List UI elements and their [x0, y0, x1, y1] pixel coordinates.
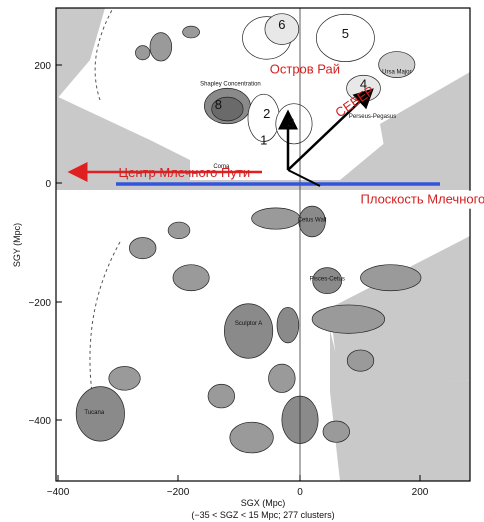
- contour-blob: [276, 306, 300, 344]
- contour-blob: [108, 366, 141, 391]
- galactic-plane-arrow: [287, 169, 321, 187]
- region-number: 2: [263, 106, 270, 121]
- y-tick-label-1: 200: [34, 61, 51, 72]
- contour-blob: [229, 421, 274, 454]
- region-number: 5: [342, 26, 349, 41]
- x-tick-label-2: −200: [167, 487, 190, 498]
- annotation-label: Плоскость Млечного Пути: [361, 192, 484, 207]
- y-tick-label-4: −400: [28, 416, 51, 427]
- contour-blob: [360, 264, 422, 292]
- contour-blob: [149, 32, 173, 62]
- zone-of-avoidance-lower-wedge: [330, 380, 470, 481]
- supercluster-label: Shapley Concentration: [200, 81, 261, 87]
- contour-blob: [182, 25, 200, 39]
- chart-caption: (−35 < SGZ < 15 Mpc; 277 clusters): [191, 510, 334, 520]
- y-tick-label-2: 0: [45, 179, 51, 190]
- contour-blob: [211, 96, 244, 122]
- region-number: 3: [287, 115, 294, 130]
- plot-area: [56, 8, 470, 481]
- y-tick-label-3: −200: [28, 298, 51, 309]
- x-tick-label-4: 200: [412, 487, 429, 498]
- contour-blob: [268, 363, 296, 393]
- y-ticks: [56, 64, 62, 421]
- supercluster-label: Ursa Major: [382, 69, 411, 75]
- contour-blob: [251, 207, 301, 230]
- supercluster-label: Tucana: [84, 410, 104, 416]
- annotation-label: Остров Рай: [270, 61, 340, 76]
- contour-blob: [172, 264, 210, 292]
- zone-of-avoidance-left: [56, 96, 190, 182]
- chart-labels: Shapley Concentration Ursa Major Perseus-P…: [84, 17, 484, 416]
- region-number: 6: [278, 17, 285, 32]
- contour-blob: [322, 420, 350, 443]
- x-axis-label: SGX (Mpc): [241, 498, 286, 508]
- contour-blob: [129, 237, 157, 260]
- annotation-label: Центр Млечного Пути: [119, 165, 251, 180]
- region-number: 8: [215, 97, 222, 112]
- x-tick-label-3: 0: [297, 487, 303, 498]
- contour-blob: [346, 349, 375, 372]
- contour-blob: [311, 304, 386, 334]
- supercluster-label: Perseus-Pegasus: [349, 114, 396, 120]
- supercluster-label: Coma: [213, 164, 230, 170]
- annotation-background: [356, 190, 484, 209]
- contour-blob: [207, 383, 236, 409]
- supercluster-label: Sculptor A: [235, 321, 262, 327]
- contour-blob: [315, 13, 375, 62]
- contour-blob: [167, 221, 191, 239]
- contour-blob: [135, 45, 151, 61]
- x-tick-label-1: −400: [47, 487, 70, 498]
- supercluster-label: Cetus Wall: [298, 217, 327, 223]
- supercluster-label: Pisces-Cetus: [310, 277, 345, 283]
- y-axis-label: SGY (Mpc): [12, 223, 22, 267]
- contour-blob: [224, 303, 274, 359]
- contour-blob: [75, 386, 125, 442]
- zone-of-avoidance-right-upper: [380, 72, 470, 180]
- x-ticks: [57, 475, 421, 481]
- plot-frame: [55, 7, 471, 482]
- north-arrow: [287, 88, 374, 171]
- contour-blob: [312, 267, 343, 295]
- zone-of-avoidance-bottom-corner: [330, 330, 345, 392]
- contour-blob: [378, 51, 416, 78]
- contour-blob: [264, 13, 300, 45]
- region-number: 1: [260, 133, 267, 148]
- region-number: 4: [360, 76, 367, 91]
